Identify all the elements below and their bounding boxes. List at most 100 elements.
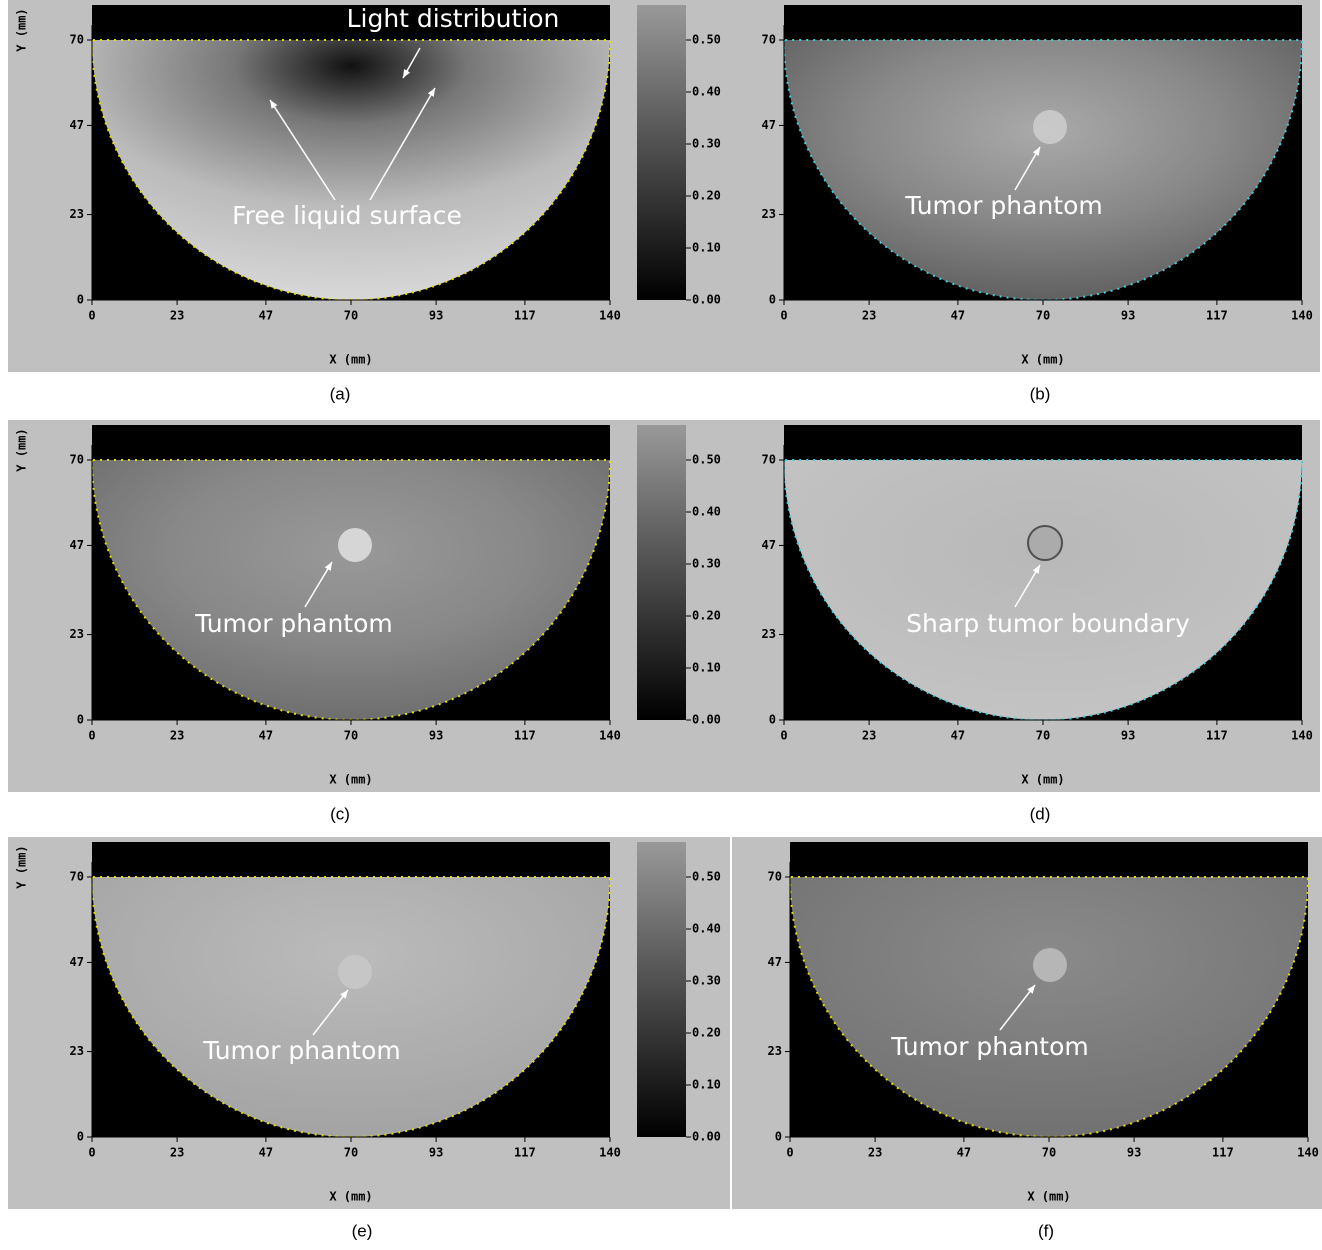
tumor-phantom — [1033, 110, 1067, 144]
x-tick-label: 117 — [514, 309, 536, 323]
x-tick-label: 70 — [1042, 1146, 1056, 1160]
y-tick-label: 70 — [762, 33, 776, 47]
annotation: Tumor phantom — [904, 191, 1103, 220]
colorbar-tick-label: 0.10 — [692, 241, 721, 255]
colorbar-tick-label: 0.30 — [692, 974, 721, 988]
x-axis-label: X (mm) — [329, 353, 372, 367]
caption: (a) — [330, 384, 351, 403]
x-tick-label: 23 — [170, 1146, 184, 1160]
caption: (e) — [352, 1221, 373, 1240]
colorbar-tick-label: 0.10 — [692, 1078, 721, 1092]
x-tick-label: 93 — [429, 1146, 443, 1160]
y-tick-label: 23 — [762, 207, 776, 221]
y-tick-label: 23 — [70, 207, 84, 221]
y-tick-label: 23 — [70, 627, 84, 641]
x-tick-label: 140 — [1297, 1146, 1319, 1160]
x-tick-label: 140 — [599, 309, 621, 323]
x-tick-label: 47 — [259, 1146, 273, 1160]
tumor-phantom — [1028, 526, 1062, 560]
x-tick-label: 23 — [170, 309, 184, 323]
x-tick-label: 140 — [599, 729, 621, 743]
colorbar-tick-label: 0.20 — [692, 1026, 721, 1040]
x-tick-label: 140 — [599, 1146, 621, 1160]
x-axis-label: X (mm) — [1021, 353, 1064, 367]
tumor-phantom — [1033, 948, 1067, 982]
x-axis-label: X (mm) — [1021, 773, 1064, 787]
colorbar — [637, 5, 686, 300]
colorbar-tick-label: 0.50 — [692, 870, 721, 884]
annotation: Tumor phantom — [890, 1032, 1089, 1061]
x-tick-label: 117 — [1206, 309, 1228, 323]
x-tick-label: 117 — [514, 1146, 536, 1160]
x-tick-label: 23 — [862, 309, 876, 323]
x-tick-label: 0 — [786, 1146, 793, 1160]
annotation: Tumor phantom — [202, 1036, 401, 1065]
y-tick-label: 23 — [70, 1044, 84, 1058]
x-tick-label: 70 — [344, 309, 358, 323]
colorbar-tick-label: 0.20 — [692, 189, 721, 203]
y-tick-label: 0 — [769, 293, 776, 307]
y-tick-label: 0 — [77, 713, 84, 727]
y-axis-label: Y (mm) — [15, 428, 29, 471]
y-tick-label: 47 — [762, 538, 776, 552]
x-tick-label: 0 — [88, 729, 95, 743]
x-tick-label: 0 — [88, 1146, 95, 1160]
annotation: Free liquid surface — [232, 201, 462, 230]
y-tick-label: 70 — [762, 453, 776, 467]
x-tick-label: 140 — [1291, 729, 1313, 743]
x-tick-label: 47 — [259, 729, 273, 743]
colorbar-tick-label: 0.40 — [692, 922, 721, 936]
y-tick-label: 23 — [762, 627, 776, 641]
caption: (c) — [330, 804, 350, 823]
y-tick-label: 23 — [768, 1044, 782, 1058]
x-tick-label: 140 — [1291, 309, 1313, 323]
y-tick-label: 47 — [70, 538, 84, 552]
y-tick-label: 70 — [70, 33, 84, 47]
colorbar-tick-label: 0.00 — [692, 713, 721, 727]
x-tick-label: 117 — [514, 729, 536, 743]
x-tick-label: 0 — [780, 729, 787, 743]
colorbar-tick-label: 0.30 — [692, 557, 721, 571]
annotation: Tumor phantom — [194, 609, 393, 638]
colorbar — [637, 425, 686, 720]
y-tick-label: 70 — [768, 870, 782, 884]
x-tick-label: 93 — [1121, 729, 1135, 743]
x-tick-label: 47 — [957, 1146, 971, 1160]
colorbar-tick-label: 0.00 — [692, 293, 721, 307]
y-tick-label: 70 — [70, 453, 84, 467]
x-tick-label: 47 — [951, 309, 965, 323]
figure: 0 23 47 70 93 117 140 0 23 47 70 X (mm) Y (mm) 0.00 0.… — [0, 0, 1322, 1250]
x-tick-label: 23 — [868, 1146, 882, 1160]
caption: (d) — [1030, 804, 1051, 823]
y-axis-label: Y (mm) — [15, 8, 29, 51]
colorbar-tick-label: 0.00 — [692, 1130, 721, 1144]
tumor-phantom — [338, 528, 372, 562]
x-tick-label: 117 — [1206, 729, 1228, 743]
tumor-phantom — [338, 955, 372, 989]
y-tick-label: 0 — [77, 1130, 84, 1144]
x-tick-label: 93 — [429, 729, 443, 743]
colorbar-tick-label: 0.40 — [692, 505, 721, 519]
x-tick-label: 0 — [88, 309, 95, 323]
x-tick-label: 47 — [259, 309, 273, 323]
colorbar-tick-label: 0.10 — [692, 661, 721, 675]
caption: (f) — [1038, 1221, 1054, 1240]
x-tick-label: 70 — [344, 1146, 358, 1160]
annotation: Sharp tumor boundary — [906, 609, 1190, 638]
colorbar-tick-label: 0.20 — [692, 609, 721, 623]
y-tick-label: 0 — [769, 713, 776, 727]
colorbar — [637, 842, 686, 1137]
x-tick-label: 117 — [1212, 1146, 1234, 1160]
colorbar-tick-label: 0.50 — [692, 33, 721, 47]
x-tick-label: 93 — [429, 309, 443, 323]
annotation: Light distribution — [347, 4, 560, 33]
x-tick-label: 70 — [1036, 309, 1050, 323]
x-tick-label: 0 — [780, 309, 787, 323]
x-tick-label: 70 — [344, 729, 358, 743]
